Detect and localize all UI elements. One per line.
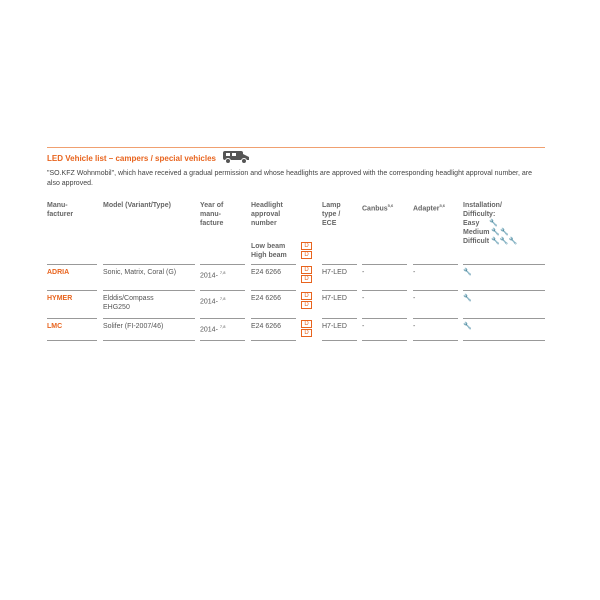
header-manufacturer: Manu- facturer bbox=[47, 202, 74, 218]
top-rule bbox=[47, 147, 545, 148]
header-lamp: Lamp type / ECE bbox=[322, 202, 341, 227]
approval-cell: E24 6266 bbox=[251, 269, 281, 276]
legend-easy: Easy 🔧 bbox=[463, 220, 499, 227]
row-divider bbox=[322, 290, 357, 291]
row-divider bbox=[413, 340, 458, 341]
approval-cell: E24 6266 bbox=[251, 295, 281, 302]
row-divider bbox=[322, 340, 357, 341]
adapter-cell: - bbox=[413, 323, 416, 330]
canbus-cell: - bbox=[362, 295, 365, 302]
difficulty-cell: 🔧 bbox=[463, 268, 472, 277]
row-divider bbox=[362, 264, 407, 265]
row-divider bbox=[47, 264, 97, 265]
difficulty-cell: 🔧 bbox=[463, 294, 472, 303]
row-divider bbox=[200, 264, 245, 265]
row-divider bbox=[463, 318, 545, 319]
low-beam-icon: D bbox=[301, 320, 312, 328]
wrench-icon: 🔧 bbox=[463, 295, 472, 302]
description: "SO.KFZ Wohnmobil", which have received … bbox=[47, 170, 533, 187]
row-divider bbox=[413, 290, 458, 291]
high-beam-icon: D bbox=[301, 329, 312, 337]
row-divider bbox=[103, 340, 195, 341]
low-beam-icon: D bbox=[301, 242, 312, 250]
header-model: Model (Variant/Type) bbox=[103, 202, 171, 209]
row-divider bbox=[200, 318, 245, 319]
manufacturer-cell: HYMER bbox=[47, 295, 73, 302]
low-beam-icon: D bbox=[301, 292, 312, 300]
row-divider bbox=[463, 290, 545, 291]
wrench-icon: 🔧🔧 bbox=[491, 229, 509, 236]
row-divider bbox=[251, 318, 296, 319]
camper-van-icon bbox=[223, 151, 249, 164]
row-divider bbox=[200, 290, 245, 291]
high-beam-icon: D bbox=[301, 275, 312, 283]
row-divider bbox=[413, 264, 458, 265]
manufacturer-cell: LMC bbox=[47, 323, 63, 330]
adapter-cell: - bbox=[413, 269, 416, 276]
row-divider bbox=[251, 340, 296, 341]
wrench-icon: 🔧 bbox=[489, 220, 499, 227]
row-divider bbox=[463, 264, 545, 265]
row-divider bbox=[362, 290, 407, 291]
wrench-icon: 🔧 bbox=[463, 323, 472, 330]
year-cell: 2014- 7,8 bbox=[200, 324, 226, 334]
row-divider bbox=[200, 340, 245, 341]
canbus-cell: - bbox=[362, 269, 365, 276]
canbus-cell: - bbox=[362, 323, 365, 330]
row-divider bbox=[103, 290, 195, 291]
row-divider bbox=[251, 264, 296, 265]
manufacturer-cell: ADRIA bbox=[47, 269, 70, 276]
header-adapter: Adapter5,6 bbox=[413, 203, 446, 213]
row-divider bbox=[251, 290, 296, 291]
lamp-cell: H7-LED bbox=[322, 295, 347, 302]
row-divider bbox=[362, 318, 407, 319]
wrench-icon: 🔧 bbox=[463, 269, 472, 276]
legend-medium: Medium 🔧🔧 bbox=[463, 229, 509, 236]
row-divider bbox=[362, 340, 407, 341]
difficulty-cell: 🔧 bbox=[463, 322, 472, 331]
high-beam-icon: D bbox=[301, 301, 312, 309]
lamp-cell: H7-LED bbox=[322, 269, 347, 276]
header-approval: Headlight approval number bbox=[251, 202, 283, 227]
model-cell: Sonic, Matrix, Coral (G) bbox=[103, 269, 177, 276]
row-divider bbox=[103, 318, 195, 319]
model-cell: Solifer (FI-2007/46) bbox=[103, 323, 164, 330]
row-divider bbox=[47, 318, 97, 319]
lamp-cell: H7-LED bbox=[322, 323, 347, 330]
legend-difficult: Difficult 🔧🔧🔧 bbox=[463, 238, 518, 245]
year-cell: 2014- 7,8 bbox=[200, 296, 226, 306]
model-cell: Elddis/Compass EHG250 bbox=[103, 295, 154, 311]
wrench-icon: 🔧🔧🔧 bbox=[491, 238, 518, 245]
year-cell: 2014- 7,8 bbox=[200, 270, 226, 280]
adapter-cell: - bbox=[413, 295, 416, 302]
header-beams: Low beam High beam bbox=[251, 243, 287, 259]
header-year: Year of manu- facture bbox=[200, 202, 224, 227]
row-divider bbox=[413, 318, 458, 319]
row-divider bbox=[47, 290, 97, 291]
header-canbus: Canbus5,6 bbox=[362, 203, 394, 213]
low-beam-icon: D bbox=[301, 266, 312, 274]
high-beam-icon: D bbox=[301, 251, 312, 259]
row-divider bbox=[103, 264, 195, 265]
row-divider bbox=[47, 340, 97, 341]
row-divider bbox=[322, 318, 357, 319]
header-install: Installation/ Difficulty: bbox=[463, 202, 502, 218]
approval-cell: E24 6266 bbox=[251, 323, 281, 330]
row-divider bbox=[322, 264, 357, 265]
row-divider bbox=[463, 340, 545, 341]
page-title: LED Vehicle list – campers / special veh… bbox=[47, 154, 216, 163]
